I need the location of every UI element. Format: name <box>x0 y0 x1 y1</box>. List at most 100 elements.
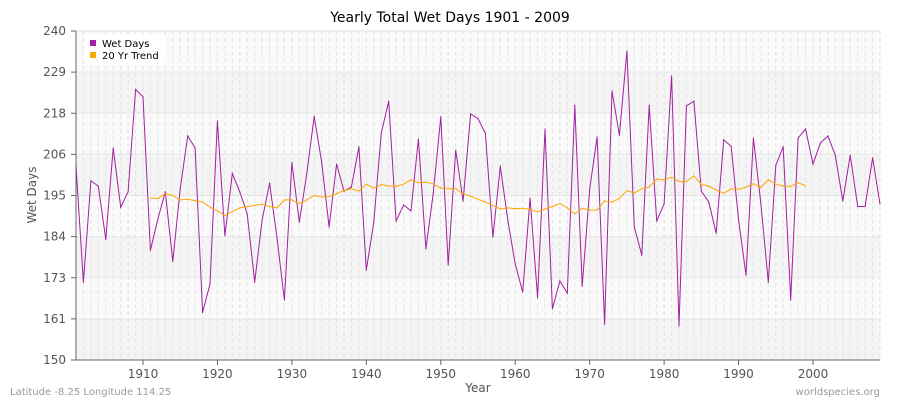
wet-days-point <box>641 254 643 256</box>
trend-point <box>373 187 375 189</box>
x-tick-label: 1910 <box>128 367 159 381</box>
wet-days-point <box>529 197 531 199</box>
trend-point <box>730 188 732 190</box>
wet-days-point <box>842 200 844 202</box>
trend-point <box>447 188 449 190</box>
y-tick-label: 173 <box>43 271 66 285</box>
wet-days-point <box>172 260 174 262</box>
wet-days-point <box>737 219 740 221</box>
trend-point <box>484 201 487 203</box>
wet-days-point <box>767 281 769 283</box>
wet-days-point <box>358 146 360 148</box>
trend-point <box>216 210 219 212</box>
trend-point <box>380 183 382 186</box>
trend-point <box>201 201 204 203</box>
wet-days-point <box>402 204 405 206</box>
trend-point <box>760 186 762 189</box>
wet-days-point <box>187 135 189 137</box>
wet-days-point <box>179 188 181 190</box>
trend-point <box>603 200 606 202</box>
wet-days-point <box>201 311 204 314</box>
wet-days-point <box>231 172 233 175</box>
x-tick-label: 1960 <box>500 367 531 381</box>
trend-point <box>566 207 568 209</box>
trend-point <box>440 187 442 189</box>
wet-days-point <box>283 299 286 301</box>
trend-point <box>283 199 286 201</box>
wet-days-point <box>239 191 241 193</box>
x-tick-label: 1970 <box>574 367 605 381</box>
wet-days-point <box>254 281 256 283</box>
wet-days-point <box>261 219 263 221</box>
y-tick-label: 229 <box>43 65 66 79</box>
wet-days-point <box>313 115 315 117</box>
wet-days-point <box>268 182 271 184</box>
trend-point <box>321 196 323 198</box>
y-tick-label: 195 <box>43 189 66 203</box>
wet-days-point <box>469 113 472 115</box>
trend-point <box>425 181 427 183</box>
wet-days-point <box>425 248 427 250</box>
wet-days-point <box>611 90 613 92</box>
trend-point <box>194 200 196 202</box>
trend-point <box>648 186 650 188</box>
wet-days-point <box>216 120 219 122</box>
chart-title: Yearly Total Wet Days 1901 - 2009 <box>329 10 570 26</box>
trend-point <box>633 192 635 194</box>
trend-point <box>790 185 792 187</box>
trend-point <box>365 183 367 185</box>
wet-days-point <box>745 274 747 276</box>
wet-days-point <box>492 236 494 238</box>
wet-days-point <box>306 172 308 175</box>
x-tick-label: 1950 <box>426 367 457 381</box>
trend-point <box>492 204 494 206</box>
wet-days-point <box>544 128 546 130</box>
trend-point <box>641 188 643 190</box>
trend-point <box>804 185 807 187</box>
trend-point <box>224 215 226 217</box>
x-tick-label: 1930 <box>277 367 308 381</box>
wet-days-point <box>380 132 382 134</box>
trend-point <box>544 208 546 210</box>
trend-point <box>432 183 434 185</box>
grid-band <box>76 113 880 155</box>
wet-days-point <box>693 100 695 102</box>
trend-point <box>618 197 621 200</box>
wet-days-point <box>112 147 114 149</box>
wet-days-point <box>760 203 762 205</box>
wet-days-point <box>440 116 442 118</box>
wet-days-point <box>700 190 702 192</box>
wet-days-point <box>596 136 598 138</box>
trend-point <box>514 208 516 210</box>
trend-point <box>402 183 405 185</box>
legend-label-trend: 20 Yr Trend <box>102 51 159 62</box>
wet-days-point <box>164 191 166 193</box>
wet-days-point <box>522 291 524 293</box>
wet-days-point <box>246 213 248 215</box>
wet-days-point <box>663 203 665 205</box>
wet-days-point <box>507 219 509 221</box>
trend-point <box>775 183 777 185</box>
wet-days-point <box>819 142 822 144</box>
legend-swatch-trend <box>90 52 96 58</box>
wet-days-point <box>276 237 278 239</box>
wet-days-point <box>462 200 464 202</box>
trend-point <box>611 201 613 203</box>
wet-days-point <box>589 188 591 190</box>
x-tick-label: 1940 <box>351 367 382 381</box>
wet-days-point <box>514 263 516 265</box>
wet-days-point <box>879 203 881 205</box>
trend-point <box>358 190 360 192</box>
wet-days-point <box>447 264 449 266</box>
legend: Wet Days 20 Yr Trend <box>84 34 166 64</box>
wet-days-point <box>618 134 621 136</box>
wet-days-point <box>90 180 92 182</box>
wet-days-point <box>395 220 397 222</box>
trend-point <box>685 181 688 183</box>
wet-days-point <box>194 147 196 149</box>
trend-point <box>298 202 300 205</box>
wet-days-point <box>291 162 293 164</box>
trend-point <box>343 189 345 191</box>
